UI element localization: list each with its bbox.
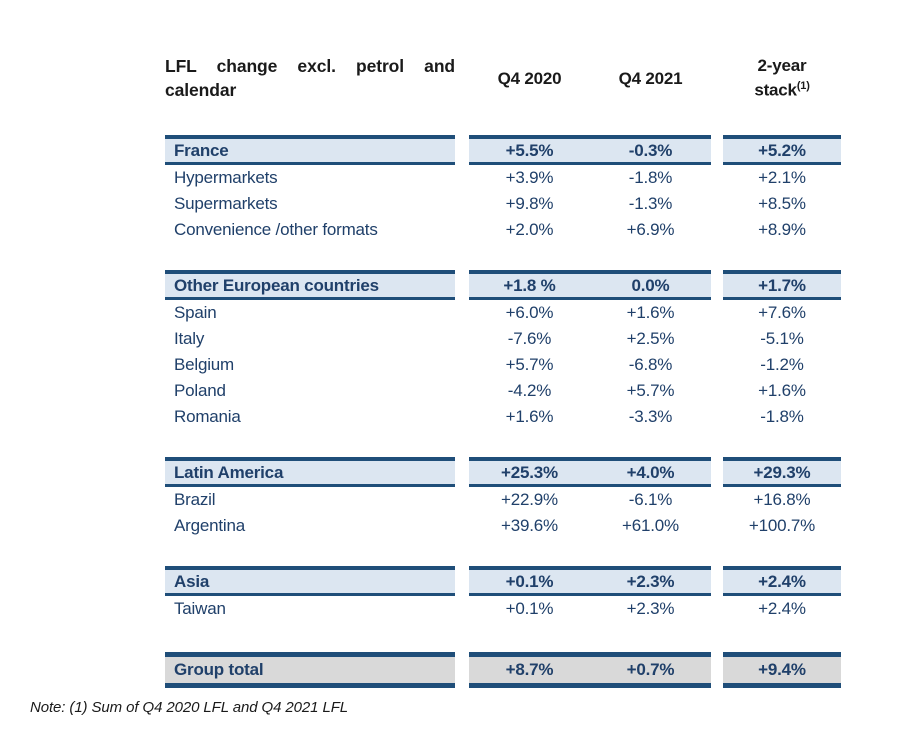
section-value-q4-2021: -0.3% bbox=[590, 135, 711, 165]
section-value-2-year-stack: +2.4% bbox=[723, 566, 841, 596]
table-row: Supermarkets +9.8% -1.3% +8.5% bbox=[165, 191, 841, 217]
row-label: Taiwan bbox=[174, 599, 226, 618]
stack-header-line1: 2-year bbox=[757, 56, 807, 76]
value-q4-2020: -7.6% bbox=[507, 329, 552, 348]
column-header-q4-2020: Q4 2020 bbox=[497, 68, 562, 88]
group-total-row: Group total +8.7% +0.7% +9.4% bbox=[165, 652, 841, 688]
section-value-q4-2021: 0.0% bbox=[590, 270, 711, 300]
section-value-2-year-stack: +1.7% bbox=[723, 270, 841, 300]
value-q4-2021: -3.3% bbox=[628, 407, 673, 426]
section-label: Asia bbox=[165, 566, 455, 596]
table-title: LFL change excl. petrol and calendar bbox=[165, 56, 455, 100]
row-label: Supermarkets bbox=[174, 194, 278, 213]
section-label: Other European countries bbox=[165, 270, 455, 300]
value-q4-2021: +61.0% bbox=[622, 516, 679, 535]
value-q4-2021: -1.3% bbox=[628, 194, 673, 213]
section-value-q4-2021: +2.3% bbox=[590, 566, 711, 596]
section-label: Latin America bbox=[165, 457, 455, 487]
table-row: Argentina +39.6% +61.0% +100.7% bbox=[165, 513, 841, 539]
section-header-row: Latin America +25.3% +4.0% +29.3% bbox=[165, 457, 841, 487]
table-row: Romania +1.6% -3.3% -1.8% bbox=[165, 404, 841, 430]
value-2-year-stack: +8.9% bbox=[758, 220, 806, 239]
value-q4-2020: +9.8% bbox=[505, 194, 554, 213]
table-row: Taiwan +0.1% +2.3% +2.4% bbox=[165, 596, 841, 622]
footnote-marker: (1) bbox=[796, 80, 810, 93]
row-label: Romania bbox=[174, 407, 241, 426]
section-label: France bbox=[165, 135, 455, 165]
value-q4-2021: -6.8% bbox=[628, 355, 673, 374]
value-q4-2021: -6.1% bbox=[628, 490, 673, 509]
section-header-row: Other European countries +1.8 % 0.0% +1.… bbox=[165, 270, 841, 300]
row-label: Poland bbox=[174, 381, 226, 400]
table-row: Belgium +5.7% -6.8% -1.2% bbox=[165, 352, 841, 378]
row-label: Italy bbox=[174, 329, 205, 348]
row-label: Argentina bbox=[174, 516, 245, 535]
group-total-2-year-stack: +9.4% bbox=[723, 652, 841, 688]
group-total-q4-2020: +8.7% bbox=[469, 652, 590, 688]
table-row: Brazil +22.9% -6.1% +16.8% bbox=[165, 487, 841, 513]
value-2-year-stack: +1.6% bbox=[758, 381, 806, 400]
value-q4-2020: +6.0% bbox=[505, 303, 554, 322]
value-q4-2020: +39.6% bbox=[501, 516, 558, 535]
column-header-q4-2021: Q4 2021 bbox=[618, 68, 683, 88]
value-2-year-stack: -1.8% bbox=[760, 407, 804, 426]
table-header-row: LFL change excl. petrol and calendar Q4 … bbox=[165, 48, 841, 108]
table-row: Poland -4.2% +5.7% +1.6% bbox=[165, 378, 841, 404]
value-q4-2021: +6.9% bbox=[626, 220, 675, 239]
row-label: Hypermarkets bbox=[174, 168, 278, 187]
group-total-q4-2021: +0.7% bbox=[590, 652, 711, 688]
table-row: Spain +6.0% +1.6% +7.6% bbox=[165, 300, 841, 326]
stack-header-line2: stack bbox=[754, 80, 797, 100]
section-france: France +5.5% -0.3% +5.2% Hypermarkets +3… bbox=[165, 135, 841, 243]
value-q4-2021: +5.7% bbox=[626, 381, 675, 400]
value-q4-2020: -4.2% bbox=[507, 381, 552, 400]
section-asia: Asia +0.1% +2.3% +2.4% Taiwan +0.1% +2.3… bbox=[165, 566, 841, 622]
table-row: Hypermarkets +3.9% -1.8% +2.1% bbox=[165, 165, 841, 191]
value-q4-2021: +2.5% bbox=[626, 329, 675, 348]
section-value-q4-2020: +1.8 % bbox=[469, 270, 590, 300]
section-header-row: Asia +0.1% +2.3% +2.4% bbox=[165, 566, 841, 596]
section-value-q4-2021: +4.0% bbox=[590, 457, 711, 487]
value-q4-2020: +3.9% bbox=[505, 168, 554, 187]
value-2-year-stack: -1.2% bbox=[760, 355, 804, 374]
footnote: Note: (1) Sum of Q4 2020 LFL and Q4 2021… bbox=[30, 699, 349, 716]
value-q4-2020: +1.6% bbox=[505, 407, 554, 426]
column-header-2-year-stack: 2-year stack(1) bbox=[723, 55, 841, 101]
value-q4-2020: +22.9% bbox=[501, 490, 558, 509]
value-2-year-stack: -5.1% bbox=[760, 329, 804, 348]
value-q4-2021: -1.8% bbox=[628, 168, 673, 187]
row-label: Spain bbox=[174, 303, 217, 322]
section-other-european-countries: Other European countries +1.8 % 0.0% +1.… bbox=[165, 270, 841, 430]
row-label: Convenience /other formats bbox=[174, 220, 378, 239]
section-value-q4-2020: +0.1% bbox=[469, 566, 590, 596]
table-row: Convenience /other formats +2.0% +6.9% +… bbox=[165, 217, 841, 243]
value-q4-2021: +1.6% bbox=[626, 303, 675, 322]
row-label: Belgium bbox=[174, 355, 235, 374]
value-2-year-stack: +8.5% bbox=[758, 194, 806, 213]
table-row: Italy -7.6% +2.5% -5.1% bbox=[165, 326, 841, 352]
value-q4-2020: +5.7% bbox=[505, 355, 554, 374]
value-q4-2021: +2.3% bbox=[626, 599, 675, 618]
row-label: Brazil bbox=[174, 490, 216, 509]
section-value-2-year-stack: +5.2% bbox=[723, 135, 841, 165]
value-2-year-stack: +7.6% bbox=[758, 303, 806, 322]
value-2-year-stack: +2.1% bbox=[758, 168, 806, 187]
value-2-year-stack: +2.4% bbox=[758, 599, 806, 618]
value-q4-2020: +2.0% bbox=[505, 220, 554, 239]
value-2-year-stack: +16.8% bbox=[753, 490, 811, 509]
section-header-row: France +5.5% -0.3% +5.2% bbox=[165, 135, 841, 165]
value-q4-2020: +0.1% bbox=[505, 599, 554, 618]
group-total-label: Group total bbox=[165, 652, 455, 688]
section-latin-america: Latin America +25.3% +4.0% +29.3% Brazil… bbox=[165, 457, 841, 539]
section-value-q4-2020: +5.5% bbox=[469, 135, 590, 165]
value-2-year-stack: +100.7% bbox=[748, 516, 816, 535]
section-value-2-year-stack: +29.3% bbox=[723, 457, 841, 487]
lfl-change-table: LFL change excl. petrol and calendar Q4 … bbox=[165, 48, 841, 688]
section-value-q4-2020: +25.3% bbox=[469, 457, 590, 487]
